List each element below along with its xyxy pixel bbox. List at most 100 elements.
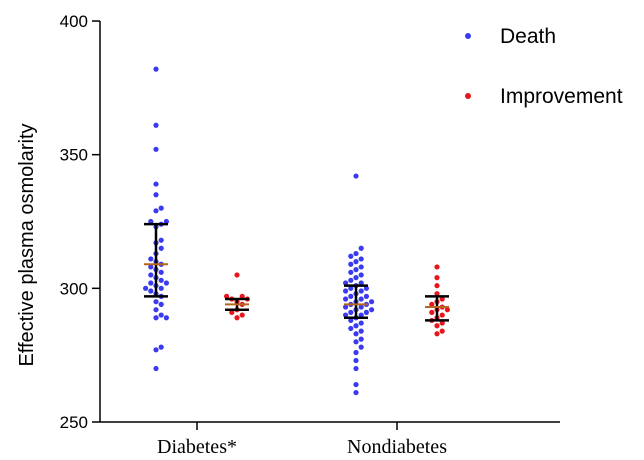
data-point-improvement [434, 264, 440, 270]
data-point-death [348, 293, 354, 299]
data-point-death [358, 280, 364, 286]
data-point-improvement [434, 275, 440, 281]
data-point-death [148, 218, 154, 225]
data-point-improvement [234, 272, 240, 278]
data-point-death [153, 299, 159, 305]
data-point-death [358, 336, 364, 342]
data-point-death [363, 285, 369, 291]
data-point-death [343, 288, 349, 294]
data-point-death [358, 272, 364, 278]
data-point-death [153, 347, 159, 353]
data-point-death [353, 173, 359, 179]
data-point-death [158, 301, 164, 307]
data-point-death [343, 312, 349, 318]
data-point-death [153, 208, 159, 214]
data-point-improvement [239, 312, 245, 318]
data-point-death [153, 307, 159, 313]
data-point-death [353, 389, 359, 396]
data-point-death [343, 280, 349, 286]
data-point-improvement [439, 320, 445, 326]
x-ticks: Diabetes* Nondiabetes [157, 422, 447, 458]
data-point-death [369, 307, 375, 313]
data-point-improvement [444, 307, 450, 313]
data-point-death [158, 344, 164, 350]
y-tick-label: 350 [60, 146, 88, 165]
data-point-death [353, 349, 359, 356]
data-point-death [358, 256, 364, 262]
data-point-death [153, 181, 159, 187]
data-point-death [353, 357, 359, 364]
data-point-death [158, 245, 164, 251]
data-point-death [148, 288, 154, 294]
data-point-improvement [434, 331, 440, 337]
data-point-death [153, 122, 159, 128]
data-point-death [163, 315, 169, 321]
data-point-death [363, 309, 369, 315]
data-point-improvement [439, 328, 445, 334]
data-point-improvement [234, 315, 240, 321]
data-point-improvement [439, 312, 445, 318]
data-point-death [148, 280, 154, 286]
data-point-death [358, 312, 364, 318]
data-point-improvement [239, 293, 245, 299]
data-point-death [153, 66, 159, 72]
data-point-death [353, 250, 359, 257]
error-bars [144, 222, 449, 322]
data-point-death [148, 264, 154, 270]
data-point-death [153, 192, 159, 198]
data-point-death [158, 277, 164, 283]
data-point-death [153, 365, 159, 372]
data-point-death [348, 261, 354, 267]
data-point-death [353, 323, 359, 329]
data-point-death [358, 304, 364, 310]
x-tick-label: Diabetes* [157, 436, 237, 458]
data-point-death [348, 253, 354, 259]
data-point-improvement [434, 323, 440, 329]
data-point-death [153, 146, 159, 152]
data-point-death [353, 339, 359, 345]
data-point-death [358, 288, 364, 294]
data-point-death [358, 344, 364, 350]
x-tick-label: Nondiabetes [347, 436, 447, 458]
data-point-death [348, 277, 354, 283]
y-tick-label: 300 [60, 279, 88, 298]
data-point-death [353, 275, 359, 281]
data-point-death [353, 259, 359, 265]
data-point-death [158, 285, 164, 291]
data-point-death [353, 381, 359, 388]
data-point-death [158, 205, 164, 211]
data-point-improvement [429, 301, 435, 307]
legend-label-improvement: Improvement [500, 85, 623, 108]
legend-marker-improvement [465, 93, 471, 99]
data-point-death [358, 328, 364, 334]
data-point-death [343, 296, 349, 302]
legend-label-death: Death [500, 25, 556, 48]
data-point-death [148, 272, 154, 278]
data-point-improvement [429, 309, 435, 315]
data-point-death [153, 315, 159, 321]
legend: Death Improvement [465, 25, 623, 108]
axes: 250 300 350 400 Diabetes* Nondiabetes [60, 12, 560, 458]
data-point-death [348, 317, 354, 324]
data-points [143, 66, 450, 396]
data-point-death [348, 325, 354, 332]
data-point-death [158, 312, 164, 318]
data-point-death [343, 304, 349, 310]
legend-marker-death [465, 33, 471, 39]
data-point-death [353, 331, 359, 337]
data-point-death [158, 269, 164, 275]
data-point-death [163, 218, 169, 225]
data-point-death [353, 365, 359, 372]
data-point-improvement [434, 291, 440, 297]
data-point-death [358, 264, 364, 270]
data-point-death [148, 256, 154, 262]
data-point-death [348, 309, 354, 315]
data-point-death [348, 269, 354, 275]
data-point-improvement [224, 293, 230, 299]
y-tick-label: 250 [60, 413, 88, 432]
data-point-death [143, 285, 149, 291]
data-point-death [369, 299, 375, 305]
data-point-improvement [434, 283, 440, 289]
data-point-death [363, 293, 369, 299]
